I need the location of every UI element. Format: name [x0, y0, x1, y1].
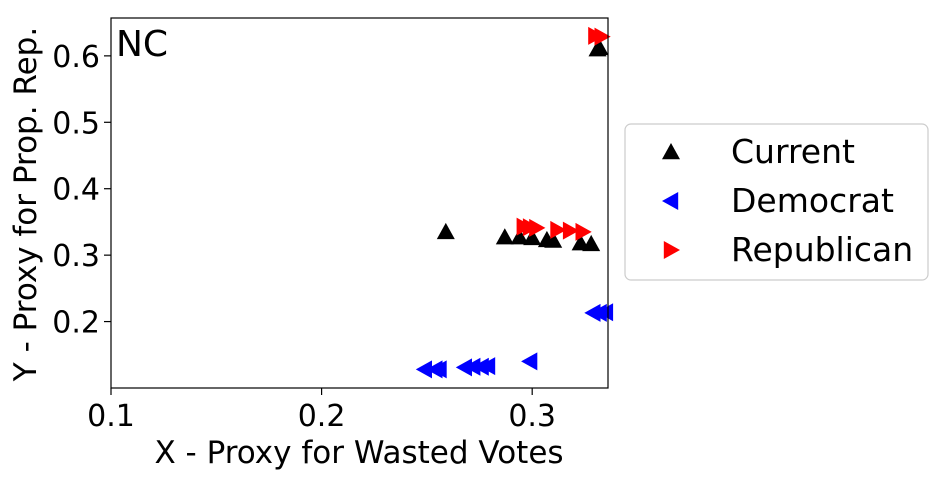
legend-republican-marker	[663, 241, 680, 259]
democrat-point	[455, 358, 472, 377]
democrat-point	[521, 352, 538, 371]
republican-point	[562, 221, 580, 240]
legend-current-marker	[662, 143, 680, 160]
legend-democrat-marker	[662, 192, 679, 210]
current-point	[436, 222, 455, 240]
y-tick-label: 0.2	[52, 306, 100, 341]
x-axis-label: X - Proxy for Wasted Votes	[154, 435, 563, 471]
legend-current-label: Current	[731, 132, 855, 171]
legend-republican-label: Republican	[731, 230, 913, 269]
y-tick-label: 0.4	[52, 173, 100, 208]
y-tick-label: 0.6	[52, 40, 100, 75]
current-point	[495, 228, 514, 245]
y-axis-ticks: 0.2 0.3 0.4 0.5 0.6	[52, 40, 111, 341]
democrat-point	[464, 357, 481, 376]
current-point	[510, 228, 529, 245]
x-tick-label: 0.3	[508, 399, 556, 434]
x-tick-label: 0.2	[298, 399, 346, 434]
democrat-point	[415, 360, 432, 379]
democrat-point	[596, 303, 614, 322]
current-point	[523, 228, 542, 246]
y-tick-label: 0.5	[52, 106, 100, 141]
republican-point	[550, 220, 567, 239]
current-point	[590, 38, 609, 56]
current-point	[582, 234, 601, 252]
republican-point	[529, 218, 546, 237]
current-point	[544, 231, 563, 248]
democrat-point	[430, 360, 447, 379]
democrat-point	[479, 357, 496, 376]
legend: Current Democrat Republican	[624, 123, 929, 281]
legend-box	[624, 123, 929, 281]
x-axis-ticks: 0.1 0.2 0.3	[87, 388, 556, 434]
republican-point	[575, 222, 592, 241]
legend-democrat-label: Democrat	[731, 181, 894, 220]
data-points	[415, 26, 614, 379]
republican-point	[594, 27, 611, 46]
panel-label: NC	[116, 24, 168, 65]
y-tick-label: 0.3	[52, 239, 100, 274]
x-tick-label: 0.1	[87, 399, 135, 434]
plot-frame	[110, 17, 609, 389]
y-axis-label: Y - Proxy for Prop. Rep.	[8, 27, 44, 382]
